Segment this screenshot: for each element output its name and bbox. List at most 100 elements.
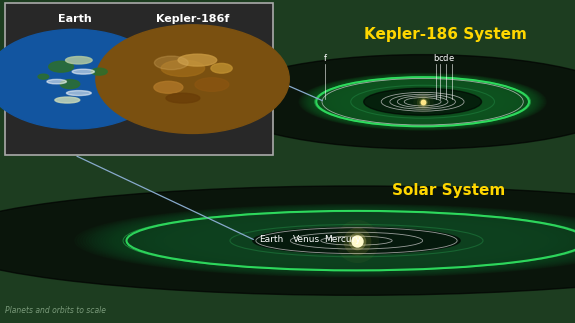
Text: f: f <box>323 54 327 63</box>
Text: d: d <box>443 54 448 63</box>
Text: Solar System: Solar System <box>392 183 505 198</box>
Ellipse shape <box>333 81 512 122</box>
FancyBboxPatch shape <box>5 3 273 155</box>
Ellipse shape <box>38 74 49 79</box>
Text: Venus: Venus <box>293 234 320 244</box>
Ellipse shape <box>346 84 500 120</box>
Ellipse shape <box>154 81 183 93</box>
Ellipse shape <box>204 221 509 260</box>
Ellipse shape <box>308 75 538 128</box>
Ellipse shape <box>187 219 526 262</box>
Ellipse shape <box>218 223 494 258</box>
Point <box>418 99 427 104</box>
Ellipse shape <box>310 76 535 128</box>
Ellipse shape <box>213 222 500 259</box>
Ellipse shape <box>67 90 91 96</box>
Ellipse shape <box>216 223 497 259</box>
Ellipse shape <box>49 61 74 72</box>
Ellipse shape <box>0 186 575 295</box>
Text: c: c <box>438 54 443 63</box>
Ellipse shape <box>184 218 529 263</box>
Ellipse shape <box>317 78 528 126</box>
Ellipse shape <box>66 57 92 64</box>
Ellipse shape <box>172 217 540 264</box>
Ellipse shape <box>316 77 530 126</box>
Ellipse shape <box>312 76 534 127</box>
Ellipse shape <box>109 209 575 273</box>
Point <box>418 99 427 104</box>
Ellipse shape <box>198 220 515 261</box>
Ellipse shape <box>323 79 522 125</box>
Ellipse shape <box>166 93 200 103</box>
Circle shape <box>0 29 163 129</box>
Ellipse shape <box>89 206 575 275</box>
Ellipse shape <box>347 84 499 119</box>
Ellipse shape <box>314 77 531 127</box>
Ellipse shape <box>340 83 505 121</box>
Text: Kepler-186 System: Kepler-186 System <box>364 27 527 42</box>
Ellipse shape <box>195 78 229 91</box>
Ellipse shape <box>112 209 575 272</box>
Text: b: b <box>433 54 438 63</box>
Ellipse shape <box>319 78 526 126</box>
Ellipse shape <box>104 208 575 273</box>
Ellipse shape <box>118 210 575 271</box>
Ellipse shape <box>344 84 501 120</box>
Ellipse shape <box>324 79 521 124</box>
Ellipse shape <box>351 85 494 118</box>
Ellipse shape <box>320 78 525 125</box>
Ellipse shape <box>141 213 572 268</box>
Ellipse shape <box>224 224 489 257</box>
Ellipse shape <box>150 214 564 267</box>
Ellipse shape <box>322 78 523 125</box>
Ellipse shape <box>158 215 555 266</box>
Ellipse shape <box>147 214 566 268</box>
Ellipse shape <box>72 69 94 74</box>
Point <box>418 99 427 104</box>
Ellipse shape <box>350 85 496 119</box>
Ellipse shape <box>106 208 575 273</box>
Ellipse shape <box>334 81 511 122</box>
Ellipse shape <box>91 68 107 75</box>
Text: Earth: Earth <box>259 234 283 244</box>
Ellipse shape <box>306 75 539 129</box>
Point <box>352 238 361 243</box>
Ellipse shape <box>348 85 497 119</box>
Ellipse shape <box>218 55 575 149</box>
Ellipse shape <box>300 73 545 130</box>
Ellipse shape <box>92 206 575 275</box>
Ellipse shape <box>201 221 512 261</box>
Ellipse shape <box>78 204 575 277</box>
Point <box>352 238 361 243</box>
Ellipse shape <box>193 220 520 262</box>
Ellipse shape <box>328 80 517 123</box>
Ellipse shape <box>341 83 504 120</box>
Ellipse shape <box>121 210 575 271</box>
Ellipse shape <box>338 82 507 121</box>
Ellipse shape <box>331 80 515 123</box>
Ellipse shape <box>175 217 538 264</box>
Ellipse shape <box>83 205 575 276</box>
Ellipse shape <box>329 80 516 123</box>
Ellipse shape <box>161 60 205 77</box>
Ellipse shape <box>178 54 217 66</box>
Ellipse shape <box>207 222 506 260</box>
Ellipse shape <box>221 224 492 258</box>
Point <box>352 238 361 243</box>
Ellipse shape <box>332 81 513 123</box>
Ellipse shape <box>230 224 483 257</box>
Ellipse shape <box>132 212 575 270</box>
Ellipse shape <box>167 216 546 265</box>
Ellipse shape <box>81 205 575 276</box>
Ellipse shape <box>302 74 543 130</box>
Ellipse shape <box>305 75 540 129</box>
Ellipse shape <box>342 83 503 120</box>
Point <box>352 238 361 243</box>
Ellipse shape <box>299 73 546 130</box>
Ellipse shape <box>328 80 518 124</box>
Ellipse shape <box>164 216 549 266</box>
Ellipse shape <box>339 83 506 121</box>
Text: Planets and orbits to scale: Planets and orbits to scale <box>5 306 106 315</box>
Text: e: e <box>449 54 454 63</box>
Ellipse shape <box>336 82 509 122</box>
